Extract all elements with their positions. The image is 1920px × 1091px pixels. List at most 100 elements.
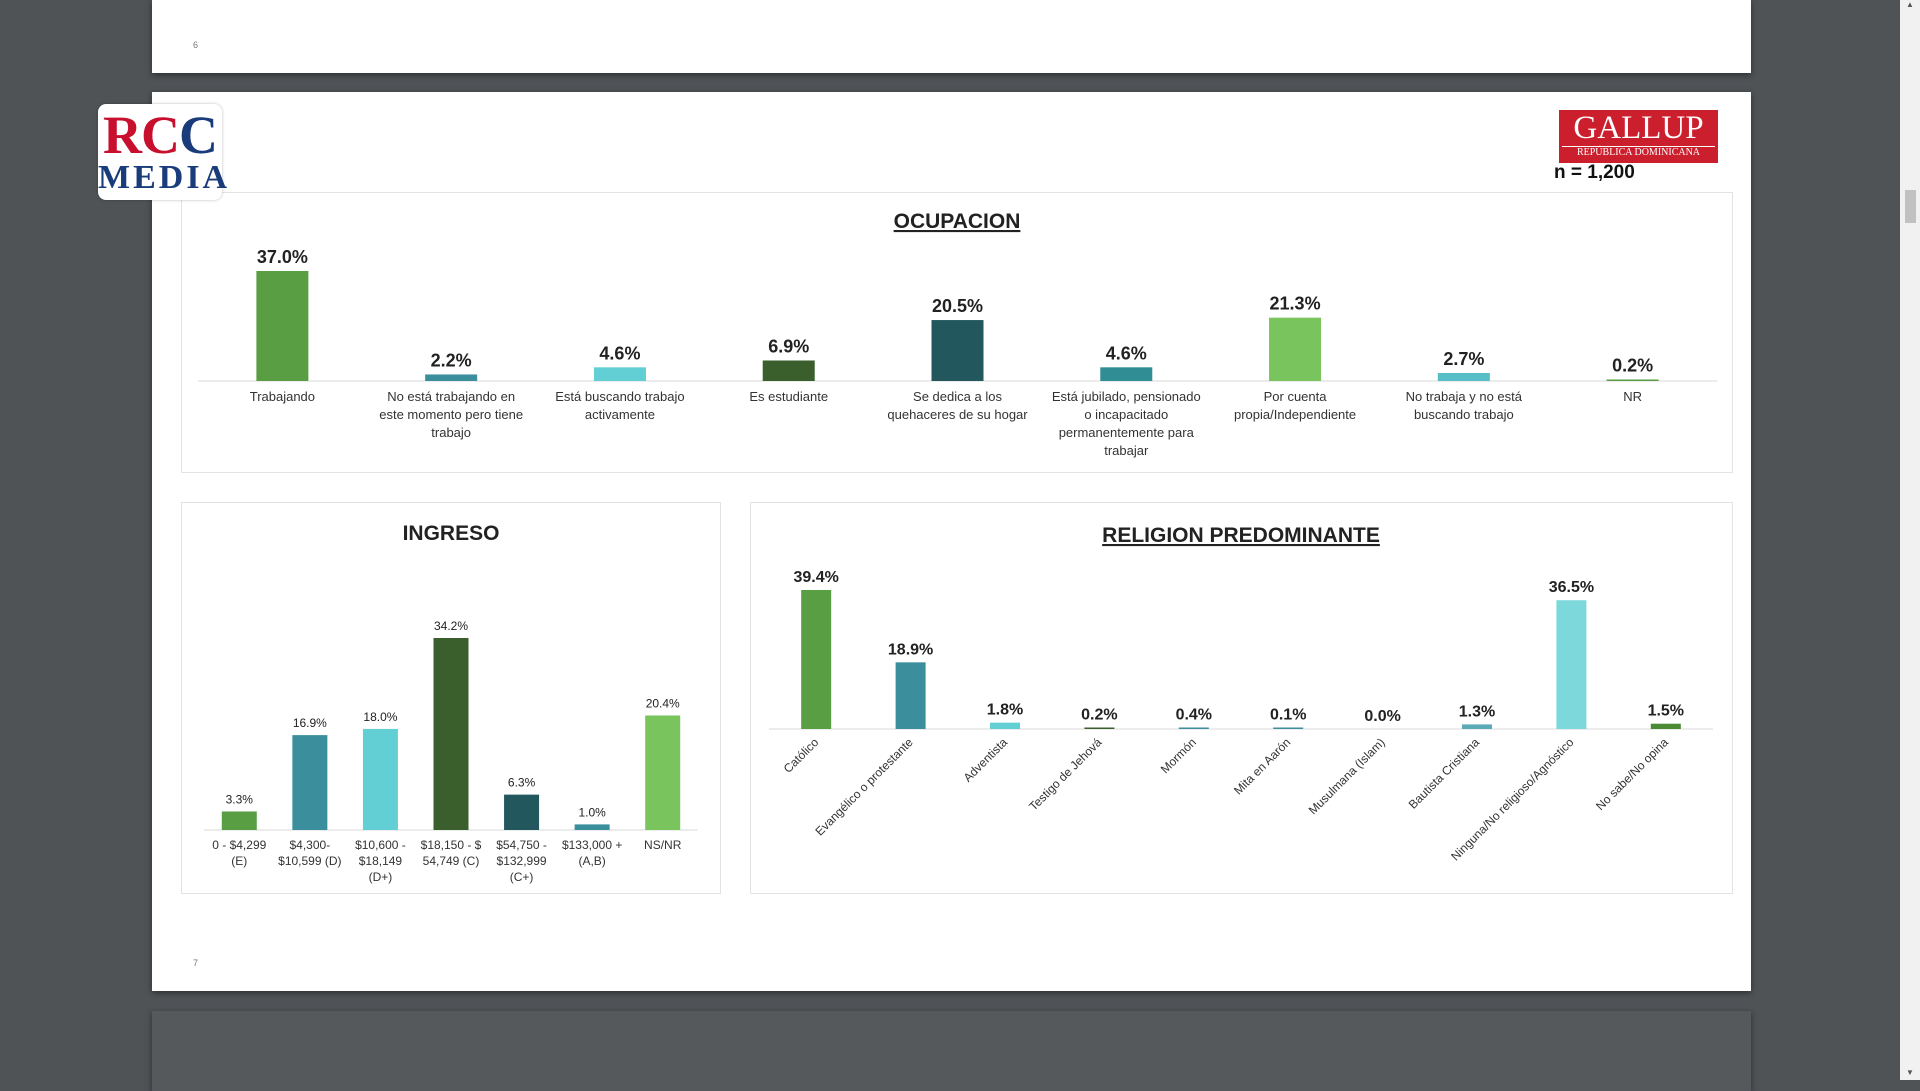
data-label: 2.2% xyxy=(431,350,472,370)
bar xyxy=(645,715,681,830)
data-label: 6.9% xyxy=(768,336,809,356)
category-label: (D+) xyxy=(369,870,393,884)
data-label: 0.1% xyxy=(1270,707,1306,724)
category-label: (C+) xyxy=(510,870,534,884)
category-label: 0 - $4,299 xyxy=(212,838,266,852)
data-label: 39.4% xyxy=(794,569,839,586)
category-label: $54,750 - xyxy=(496,838,547,852)
gallup-logo: GALLUP REPÚBLICA DOMINICANA xyxy=(1559,110,1718,163)
chart-title: INGRESO xyxy=(403,522,500,545)
data-label: 0.2% xyxy=(1612,356,1653,376)
bar xyxy=(762,360,815,381)
bar xyxy=(801,590,832,729)
category-label: (E) xyxy=(231,854,247,868)
data-label: 3.3% xyxy=(226,792,254,806)
category-label: propia/Independiente xyxy=(1234,407,1356,422)
category-label: permanentemente para xyxy=(1059,425,1195,440)
category-label: $18,150 - $ xyxy=(421,838,482,852)
scrollbar[interactable] xyxy=(1900,0,1920,1080)
data-label: 1.0% xyxy=(578,805,606,819)
bar xyxy=(574,824,610,830)
bar xyxy=(1606,379,1659,381)
bar xyxy=(990,722,1020,729)
category-label: Musulmana (Islam) xyxy=(1306,735,1388,817)
page-number: 7 xyxy=(193,958,199,968)
category-label: trabajo xyxy=(431,425,471,440)
data-label: 6.3% xyxy=(508,776,536,790)
chart-title: OCUPACION xyxy=(894,210,1021,233)
data-label: 1.8% xyxy=(987,702,1023,719)
bar xyxy=(362,728,398,830)
ocupacion-panel: OCUPACION 37.0% Trabajando 2.2% No está trab… xyxy=(181,192,1733,473)
bar xyxy=(931,320,984,381)
data-label: 18.0% xyxy=(363,710,397,724)
category-label: Católico xyxy=(781,735,822,776)
religion-chart: RELIGION PREDOMINANTE 39.4% Católico 18.9% E… xyxy=(769,524,1713,864)
category-label: Adventista xyxy=(961,735,1011,785)
religion-panel: RELIGION PREDOMINANTE 39.4% Católico 18.9% E… xyxy=(750,502,1733,894)
media-logo-text: MEDIA xyxy=(98,159,231,196)
category-label: $10,599 (D) xyxy=(278,854,341,868)
bar xyxy=(433,638,469,830)
data-label: 36.5% xyxy=(1549,579,1594,596)
category-label: este momento pero tiene xyxy=(379,407,523,422)
bar xyxy=(1269,317,1322,381)
category-label: (A,B) xyxy=(578,854,605,868)
category-label: No trabaja y no está xyxy=(1406,389,1523,404)
ocupacion-chart: OCUPACION 37.0% Trabajando 2.2% No está trab… xyxy=(198,210,1717,458)
category-label: $18,149 xyxy=(359,854,403,868)
category-label: Se dedica a los xyxy=(913,389,1002,404)
data-label: 16.9% xyxy=(293,716,327,730)
scroll-down-arrow-icon[interactable]: ▼ xyxy=(1906,1068,1914,1077)
bar xyxy=(1650,723,1681,729)
bar xyxy=(1084,727,1115,729)
data-label: 4.6% xyxy=(1106,343,1147,363)
data-label: 0.2% xyxy=(1081,707,1117,724)
category-label: $132,999 xyxy=(497,854,547,868)
category-label: Bautista Cristiana xyxy=(1406,735,1483,812)
data-label: 0.0% xyxy=(1364,708,1400,725)
bar xyxy=(1437,372,1490,381)
category-label: Trabajando xyxy=(250,389,315,404)
scrollbar-thumb[interactable] xyxy=(1905,190,1916,223)
category-label: Mita en Aarón xyxy=(1231,735,1293,797)
bar xyxy=(221,811,257,830)
ingreso-chart: INGRESO 3.3% 0 - $4,299 (E) 16.9% $4,300- $10,… xyxy=(204,522,698,884)
bar xyxy=(593,367,646,381)
bar xyxy=(1462,724,1492,729)
category-label: quehaceres de su hogar xyxy=(887,407,1028,422)
chart-title: RELIGION PREDOMINANTE xyxy=(1102,524,1380,547)
category-label: activamente xyxy=(585,407,655,422)
data-label: 4.6% xyxy=(599,343,640,363)
category-label: 54,749 (C) xyxy=(423,854,480,868)
bar xyxy=(292,735,328,830)
category-label: $4,300- xyxy=(290,838,331,852)
scroll-up-arrow-icon[interactable]: ▲ xyxy=(1906,0,1914,9)
category-label: No sabe/No opina xyxy=(1593,735,1671,813)
category-label: No está trabajando en xyxy=(387,389,515,404)
rcc-media-logo: RCC MEDIA xyxy=(98,104,231,200)
category-label: Es estudiante xyxy=(749,389,828,404)
category-label: Evangélico o protestante xyxy=(812,735,916,839)
category-label: $10,600 - xyxy=(355,838,406,852)
category-label: NS/NR xyxy=(644,838,682,852)
data-label: 1.5% xyxy=(1648,703,1684,720)
current-page: 7 OCUPACION 37.0% Trabajando 2.2% No está tr… xyxy=(152,92,1751,991)
bar xyxy=(1100,367,1153,381)
gallup-logo-subtext: REPÚBLICA DOMINICANA xyxy=(1562,146,1715,159)
bar xyxy=(504,794,540,830)
category-label: NR xyxy=(1623,389,1642,404)
sample-size-label: n = 1,200 xyxy=(1554,162,1635,183)
data-label: 34.2% xyxy=(434,619,468,633)
bar xyxy=(1273,727,1304,729)
category-label: Por cuenta xyxy=(1264,389,1328,404)
data-label: 0.4% xyxy=(1176,707,1212,724)
data-label: 21.3% xyxy=(1270,294,1321,314)
ingreso-panel: INGRESO 3.3% 0 - $4,299 (E) 16.9% $4,300- $10,… xyxy=(181,502,721,894)
category-label: o incapacitado xyxy=(1084,407,1168,422)
page-number: 6 xyxy=(193,40,199,50)
category-label: Mormón xyxy=(1158,735,1199,776)
data-label: 1.3% xyxy=(1459,703,1495,720)
category-label: trabajar xyxy=(1104,443,1149,458)
bar xyxy=(256,271,309,381)
